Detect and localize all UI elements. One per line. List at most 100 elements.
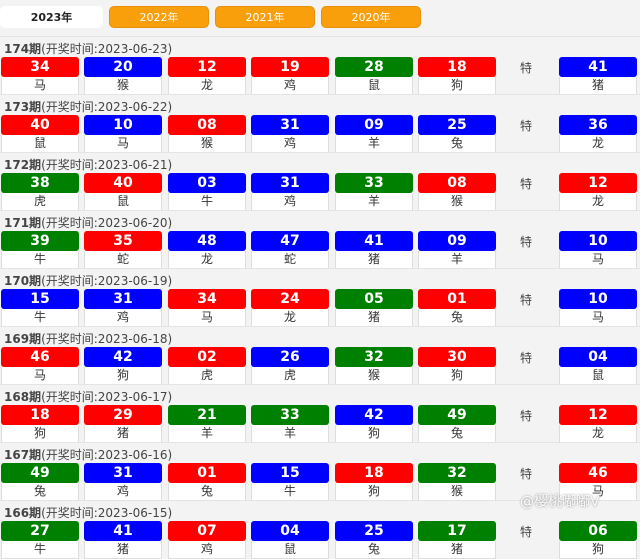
ball-zodiac: 马 (84, 135, 162, 153)
ball-zodiac: 龙 (168, 251, 246, 269)
ball-number: 39 (1, 231, 79, 251)
tab-2023[interactable]: 2023年 (0, 6, 103, 28)
ball: 40 鼠 (1, 115, 79, 153)
ball: 40 鼠 (84, 173, 162, 211)
ball-zodiac: 狗 (335, 483, 413, 501)
ball-zodiac: 兔 (418, 135, 496, 153)
ball: 41 猪 (84, 521, 162, 559)
ball-number: 10 (559, 289, 637, 309)
ball-zodiac: 马 (559, 309, 637, 327)
ball: 04 鼠 (251, 521, 329, 559)
ball-number: 25 (418, 115, 496, 135)
ball: 20 猴 (84, 57, 162, 95)
ball-number: 04 (559, 347, 637, 367)
ball: 38 虎 (1, 173, 79, 211)
ball: 18 狗 (418, 57, 496, 95)
draw-row: 173期(开奖时间:2023-06-22) 40 鼠 10 马 08 猴 31 鸡 09 羊 25 兔特… (0, 94, 640, 153)
ball-zodiac: 鸡 (84, 309, 162, 327)
ball-number: 19 (251, 57, 329, 77)
ball: 31 鸡 (84, 463, 162, 501)
ball: 42 狗 (335, 405, 413, 443)
ball-number: 38 (1, 173, 79, 193)
ball-zodiac: 羊 (335, 193, 413, 211)
ball-zodiac: 猪 (559, 77, 637, 95)
ball: 10 马 (559, 289, 637, 327)
draw-title: 168期(开奖时间:2023-06-17) (4, 388, 172, 405)
draw-row: 174期(开奖时间:2023-06-23) 34 马 20 猴 12 龙 19 鸡 28 鼠 18 狗特… (0, 36, 640, 95)
tab-2022[interactable]: 2022年 (109, 6, 209, 28)
tab-2020[interactable]: 2020年 (321, 6, 421, 28)
ball: 01 兔 (168, 463, 246, 501)
ball-zodiac: 狗 (335, 425, 413, 443)
ball-zodiac: 鸡 (168, 541, 246, 559)
ball-number: 04 (251, 521, 329, 541)
special-label: 特 (520, 351, 533, 365)
tab-2021[interactable]: 2021年 (215, 6, 315, 28)
issue-number: 172期 (4, 158, 42, 172)
ball-zodiac: 蛇 (251, 251, 329, 269)
ball-zodiac: 兔 (418, 425, 496, 443)
ball: 49 兔 (418, 405, 496, 443)
draw-title: 174期(开奖时间:2023-06-23) (4, 40, 172, 57)
ball: 09 羊 (335, 115, 413, 153)
ball: 41 猪 (559, 57, 637, 95)
ball-number: 18 (1, 405, 79, 425)
ball-zodiac: 龙 (168, 77, 246, 95)
ball-number: 12 (559, 405, 637, 425)
ball-number: 35 (84, 231, 162, 251)
ball-zodiac: 马 (168, 309, 246, 327)
watermark: @樱桃嘟嘟V (520, 494, 600, 510)
special-label: 特 (520, 177, 533, 191)
ball: 33 羊 (251, 405, 329, 443)
ball: 01 兔 (418, 289, 496, 327)
ball-number: 48 (168, 231, 246, 251)
issue-number: 170期 (4, 274, 42, 288)
ball-number: 31 (251, 115, 329, 135)
ball-zodiac: 龙 (251, 309, 329, 327)
ball: 03 牛 (168, 173, 246, 211)
ball-number: 41 (335, 231, 413, 251)
ball-zodiac: 龙 (559, 193, 637, 211)
ball: 33 羊 (335, 173, 413, 211)
issue-number: 167期 (4, 448, 42, 462)
ball: 07 鸡 (168, 521, 246, 559)
draw-list: 174期(开奖时间:2023-06-23) 34 马 20 猴 12 龙 19 鸡 28 鼠 18 狗特… (0, 36, 640, 559)
ball-number: 34 (168, 289, 246, 309)
issue-number: 171期 (4, 216, 42, 230)
ball-zodiac: 兔 (418, 309, 496, 327)
ball: 41 猪 (335, 231, 413, 269)
ball-number: 46 (1, 347, 79, 367)
special-label: 特 (520, 293, 533, 307)
issue-number: 166期 (4, 506, 42, 520)
draw-time: (开奖时间:2023-06-18) (41, 332, 173, 346)
ball-number: 28 (335, 57, 413, 77)
ball-number: 42 (335, 405, 413, 425)
ball-zodiac: 猴 (168, 135, 246, 153)
ball-number: 40 (1, 115, 79, 135)
draw-time: (开奖时间:2023-06-23) (41, 42, 173, 56)
special-label: 特 (520, 235, 533, 249)
ball-number: 49 (1, 463, 79, 483)
ball-zodiac: 羊 (418, 251, 496, 269)
ball: 48 龙 (168, 231, 246, 269)
ball-number: 41 (84, 521, 162, 541)
ball-number: 08 (168, 115, 246, 135)
ball-number: 10 (84, 115, 162, 135)
ball-number: 42 (84, 347, 162, 367)
ball: 28 鼠 (335, 57, 413, 95)
ball-number: 33 (251, 405, 329, 425)
ball-number: 41 (559, 57, 637, 77)
ball: 29 猪 (84, 405, 162, 443)
ball: 21 羊 (168, 405, 246, 443)
ball-zodiac: 狗 (418, 77, 496, 95)
ball-zodiac: 羊 (335, 135, 413, 153)
ball-number: 32 (418, 463, 496, 483)
ball: 25 兔 (418, 115, 496, 153)
ball-number: 12 (168, 57, 246, 77)
ball-zodiac: 牛 (1, 309, 79, 327)
ball: 04 鼠 (559, 347, 637, 385)
ball: 49 兔 (1, 463, 79, 501)
ball-zodiac: 鼠 (1, 135, 79, 153)
draw-row: 169期(开奖时间:2023-06-18) 46 马 42 狗 02 虎 26 虎 32 猴 30 狗特… (0, 326, 640, 385)
ball-zodiac: 马 (1, 77, 79, 95)
